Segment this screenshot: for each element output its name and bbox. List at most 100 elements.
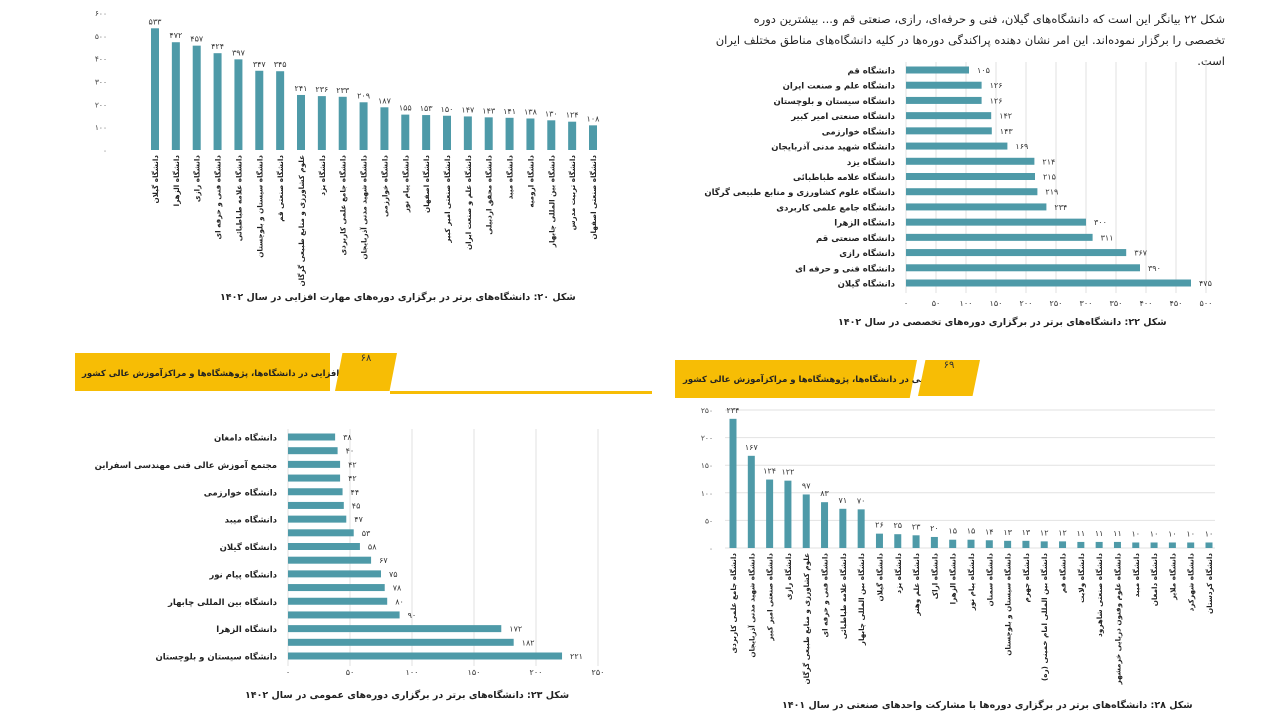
page-number: ۶۹ bbox=[918, 360, 980, 396]
category-label: دانشگاه خوارزمی bbox=[380, 155, 389, 217]
section-banner bbox=[75, 353, 330, 391]
category-label: دانشگاه رازی bbox=[784, 553, 793, 600]
category-label: علوم کشاورزی و منابع طبیعی گرگان bbox=[297, 155, 306, 287]
category-label: دانشگاه شهید مدنی آذربایجان bbox=[771, 141, 895, 153]
category-label: دانشگاه تربیت مدرس bbox=[568, 155, 577, 231]
y-tick-label: ۲۰۰ bbox=[95, 100, 107, 109]
data-label: ۱۰۵ bbox=[977, 66, 990, 75]
y-tick-label: ۱۵۰ bbox=[701, 461, 713, 470]
category-label: دانشگاه الزهرا bbox=[172, 155, 181, 207]
data-label: ۳۹۷ bbox=[232, 48, 246, 57]
data-label: ۱۲ bbox=[1058, 528, 1067, 537]
category-label: دانشگاه پیام نور bbox=[401, 155, 410, 214]
bar bbox=[784, 480, 792, 548]
bar bbox=[288, 529, 354, 537]
banner-text: مهارت‌افزایی در دانشگاه‌ها، پژوهشگاه‌ها … bbox=[683, 375, 968, 385]
x-tick-label: ۲۵۰ bbox=[1050, 299, 1063, 308]
bar bbox=[317, 96, 326, 150]
bar bbox=[1168, 542, 1176, 548]
data-label: ۱۳۸ bbox=[524, 107, 538, 116]
data-label: ۱۲۶ bbox=[990, 96, 1003, 105]
category-label: دانشگاه محقق اردبیلی bbox=[485, 155, 494, 235]
bar bbox=[547, 120, 556, 150]
page-number-text: ۶۸ bbox=[360, 353, 372, 364]
y-tick-label: ۱۰۰ bbox=[95, 123, 107, 132]
bar bbox=[288, 625, 502, 633]
bar bbox=[985, 540, 993, 548]
data-label: ۱۴۳ bbox=[1000, 127, 1014, 136]
data-label: ۳۴۵ bbox=[274, 60, 287, 69]
bar bbox=[255, 70, 264, 150]
category-label: دانشگاه خوارزمی bbox=[204, 487, 278, 498]
category-label: دانشگاه جامع علمی کاربردی bbox=[729, 553, 738, 654]
x-tick-label: ۲۰۰ bbox=[530, 668, 543, 677]
category-label: دانشگاه فنی و حرفه ای bbox=[795, 263, 896, 274]
data-label: ۷۸ bbox=[393, 584, 402, 593]
category-label: دانشگاه دامغان bbox=[1150, 553, 1159, 607]
bar bbox=[288, 543, 360, 550]
data-label: ۲۲۱ bbox=[570, 652, 583, 661]
bar bbox=[443, 115, 451, 150]
x-tick-label: ۴۰۰ bbox=[1140, 299, 1153, 308]
x-tick-label: ۴۵۰ bbox=[1170, 299, 1183, 308]
category-label: دانشگاه شهید مدنی آذربایجان bbox=[359, 155, 369, 260]
category-label: دانشگاه یزد bbox=[318, 155, 327, 196]
category-label: دانشگاه جامع علمی کاربردی bbox=[776, 202, 895, 213]
data-label: ۳۰۰ bbox=[1094, 218, 1107, 227]
bar bbox=[422, 115, 431, 150]
x-tick-label: ۱۵۰ bbox=[468, 668, 481, 677]
data-label: ۱۲۴ bbox=[763, 467, 776, 476]
bar bbox=[906, 233, 1093, 241]
bar bbox=[589, 125, 597, 150]
y-tick-label: ۲۵۰ bbox=[701, 406, 713, 415]
category-label: دانشگاه صنعتی امیر کبیر bbox=[443, 155, 452, 244]
data-label: ۲۳۴ bbox=[727, 406, 740, 415]
data-label: ۷۱ bbox=[839, 496, 848, 505]
page-number: ۶۸ bbox=[335, 353, 397, 391]
data-label: ۲۱۵ bbox=[1043, 173, 1056, 182]
data-label: ۱۰ bbox=[1205, 529, 1214, 538]
category-label: دانشگاه یزد bbox=[847, 157, 896, 168]
chart-caption: شکل ۲۳: دانشگاه‌های برتر در برگزاری دوره… bbox=[245, 690, 570, 701]
data-label: ۷۰ bbox=[857, 496, 866, 505]
category-label: دانشگاه جهرم bbox=[1022, 553, 1031, 603]
chart-caption: شکل ۲۸: دانشگاه‌های برتر در برگزاری دوره… bbox=[782, 700, 1193, 711]
data-label: ۴۷ bbox=[354, 515, 363, 524]
data-label: ۲۴۱ bbox=[295, 84, 308, 93]
bar bbox=[949, 539, 957, 548]
category-label: دانشگاه دامغان bbox=[214, 433, 278, 444]
category-label: دانشگاه یزد bbox=[894, 553, 903, 594]
category-label: دانشگاه میبد bbox=[225, 515, 278, 526]
data-label: ۱۰ bbox=[1186, 529, 1195, 538]
category-label: دانشگاه ارومیه bbox=[526, 155, 535, 208]
bar bbox=[906, 188, 1038, 196]
data-label: ۱۶۷ bbox=[745, 443, 759, 452]
bar bbox=[802, 494, 810, 548]
bar bbox=[463, 116, 472, 150]
data-label: ۱۴۳ bbox=[482, 106, 496, 115]
category-label: دانشگاه بین المللی چابهار bbox=[167, 597, 278, 608]
category-label: دانشگاه گیلان bbox=[875, 553, 884, 602]
x-tick-label: ۳۵۰ bbox=[1110, 299, 1123, 308]
bar bbox=[151, 28, 159, 151]
data-label: ۲۰ bbox=[930, 524, 939, 533]
bar bbox=[288, 515, 347, 523]
bar bbox=[297, 94, 305, 150]
chart-caption: شکل ۲۲: دانشگاه‌های برتر در برگزاری دوره… bbox=[838, 317, 1167, 328]
x-tick-label: ۵۰۰ bbox=[1200, 299, 1213, 308]
bar bbox=[906, 279, 1191, 287]
category-label: دانشگاه علوم وفنون دریایی خرمشهر bbox=[1113, 553, 1122, 686]
category-label: دانشگاه فنی و حرفه ای bbox=[214, 155, 223, 240]
data-label: ۱۸۲ bbox=[522, 638, 535, 647]
category-label: علوم کشاورزی و منابع طبیعی گرگان bbox=[802, 553, 811, 685]
bar bbox=[1113, 541, 1121, 548]
data-label: ۱۳۰ bbox=[545, 109, 558, 118]
data-label: ۲۶ bbox=[875, 521, 884, 530]
data-label: ۴۷۵ bbox=[1199, 279, 1212, 288]
bar bbox=[906, 81, 982, 89]
category-label: دانشگاه بین المللی چابهار bbox=[547, 155, 556, 248]
bar bbox=[906, 96, 982, 104]
category-label: دانشگاه صنعتی اصفهان bbox=[589, 155, 598, 240]
category-label: دانشگاه پیام نور bbox=[208, 569, 277, 580]
